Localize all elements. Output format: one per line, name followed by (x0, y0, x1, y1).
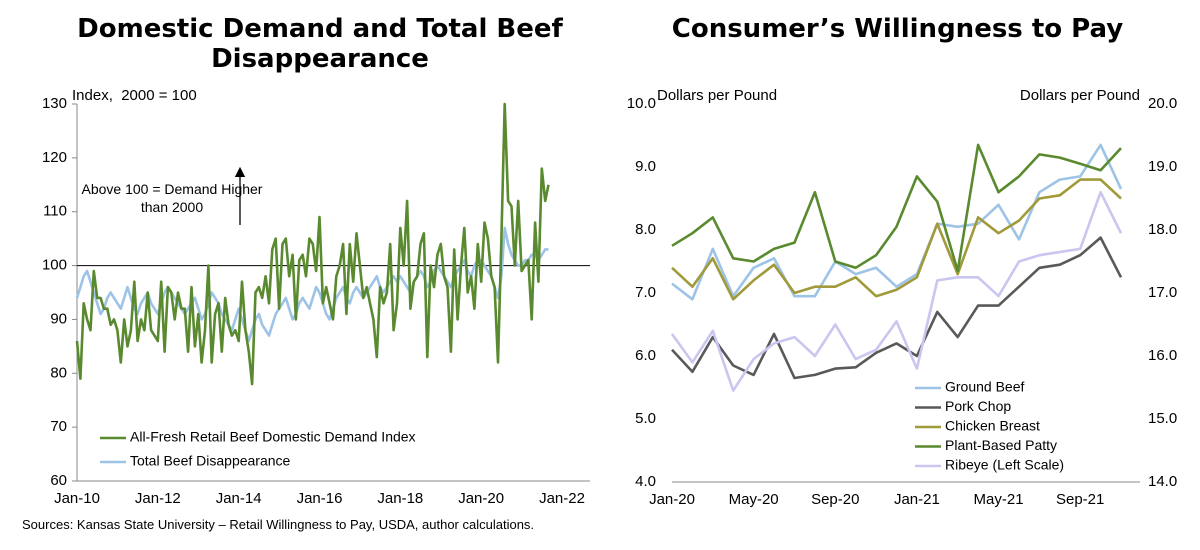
series-line (671, 143, 1123, 301)
y-axis-label: Index, 2000 = 100 (72, 87, 197, 104)
y2-tick-label: 17.0 (1148, 284, 1177, 301)
x-tick-label: Jan-14 (216, 490, 262, 507)
y2-tick-label: 18.0 (1148, 221, 1177, 238)
legend-label: Plant-Based Patty (945, 437, 1057, 453)
y-tick-label: 4.0 (635, 473, 656, 490)
y2-tick-label: 15.0 (1148, 410, 1177, 427)
y-tick-label: 10.0 (627, 95, 656, 112)
legend-label: Total Beef Disappearance (130, 453, 291, 469)
series-line (75, 226, 549, 343)
y-tick-label: 60 (50, 472, 67, 489)
y2-tick-label: 14.0 (1148, 473, 1177, 490)
source-note: Sources: Kansas State University – Retai… (22, 517, 535, 532)
y-axis-label: Dollars per Pound (657, 87, 777, 104)
y2-tick-label: 19.0 (1148, 158, 1177, 175)
y-tick-label: 9.0 (635, 158, 656, 175)
y2-axis-label: Dollars per Pound (1020, 87, 1140, 104)
x-tick-label: Jan-16 (297, 490, 343, 507)
legend-label: Ground Beef (945, 379, 1024, 395)
y-tick-label: 8.0 (635, 221, 656, 238)
y-tick-label: 80 (50, 364, 67, 381)
y-tick-label: 6.0 (635, 347, 656, 364)
y2-tick-label: 16.0 (1148, 347, 1177, 364)
legend-label: Chicken Breast (945, 418, 1040, 434)
y-tick-label: 70 (50, 418, 67, 435)
y-tick-label: 110 (43, 203, 67, 220)
series-line (671, 143, 1122, 273)
chart-title: Domestic Demand and Total Beef Disappear… (77, 14, 563, 74)
x-tick-label: Sep-21 (1056, 491, 1104, 508)
y-tick-label: 90 (50, 310, 67, 327)
x-tick-label: Jan-21 (894, 491, 940, 508)
x-tick-label: Jan-10 (54, 490, 100, 507)
x-tick-label: Sep-20 (811, 491, 859, 508)
y-tick-label: 7.0 (635, 284, 656, 301)
x-tick-label: May-21 (974, 491, 1024, 508)
series-line (671, 178, 1122, 301)
series-line (75, 102, 550, 386)
y-tick-label: 130 (42, 95, 67, 112)
chart-title: Consumer’s Willingness to Pay (671, 14, 1124, 44)
legend-label: Ribeye (Left Scale) (945, 457, 1064, 473)
y2-tick-label: 20.0 (1148, 95, 1177, 112)
legend-label: Pork Chop (945, 398, 1011, 414)
y-tick-label: 5.0 (635, 410, 656, 427)
x-tick-label: Jan-20 (649, 491, 695, 508)
y-tick-label: 100 (42, 257, 67, 274)
x-tick-label: May-20 (729, 491, 779, 508)
annotation: Above 100 = Demand Higher than 2000 (81, 181, 263, 215)
x-tick-label: Jan-22 (539, 490, 585, 507)
x-tick-label: Jan-20 (458, 490, 504, 507)
series-line (670, 190, 1123, 392)
y-tick-label: 120 (42, 149, 67, 166)
x-tick-label: Jan-12 (135, 490, 181, 507)
legend-label: All-Fresh Retail Beef Domestic Demand In… (130, 429, 416, 445)
x-tick-label: Jan-18 (377, 490, 423, 507)
